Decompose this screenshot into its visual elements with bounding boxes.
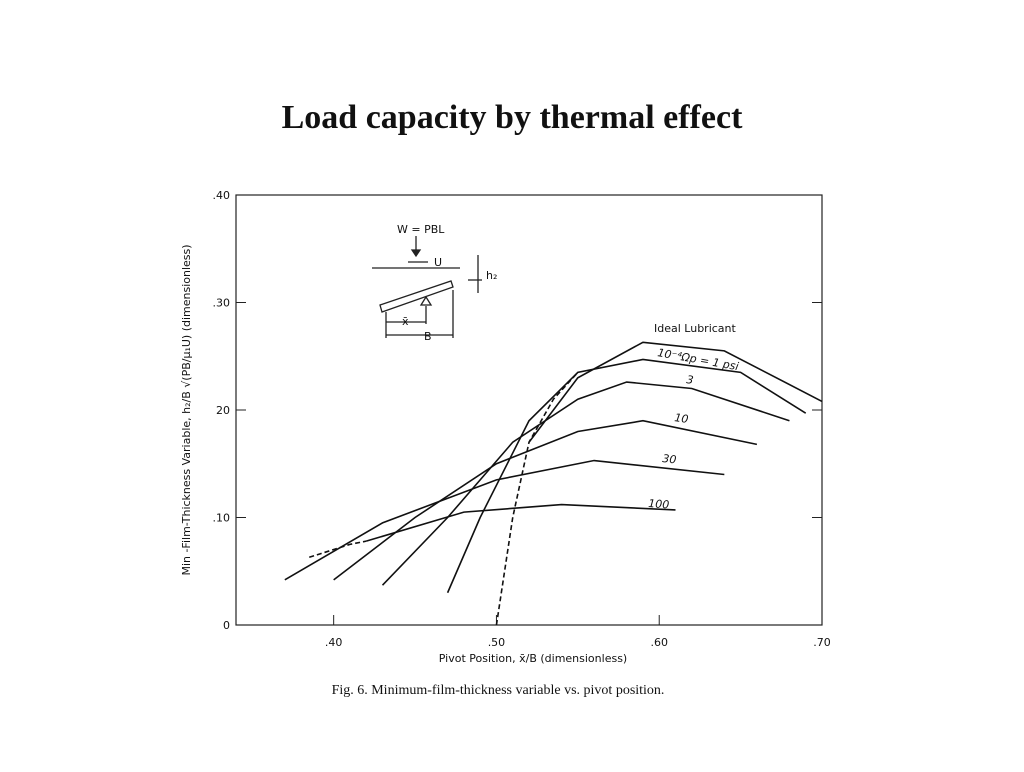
diagram-label: x̄: [402, 315, 409, 328]
pivot: [419, 295, 433, 306]
curve: [333, 419, 758, 581]
arrow-head: [410, 249, 422, 258]
curve-label: Ideal Lubricant: [654, 322, 737, 335]
y-tick-label: 0: [223, 619, 230, 632]
curve-label: 30: [662, 452, 677, 466]
x-tick-label: .70: [813, 636, 831, 649]
plot-frame: [235, 194, 823, 626]
dashed-curve: [495, 371, 579, 626]
inset-diagram: [372, 236, 482, 338]
curve: [528, 341, 823, 443]
y-axis-label: Min -Film-Thickness Variable, h₂/B √(PB/…: [180, 244, 193, 575]
diagram-label: U: [434, 256, 442, 269]
x-tick-label: .50: [488, 636, 506, 649]
curve-label: 10: [674, 411, 690, 426]
x-tick-label: .60: [650, 636, 668, 649]
curve-label: 10⁻⁴Ωp = 1 psi: [656, 346, 739, 373]
caption: Fig. 6. Minimum-film-thickness variable …: [332, 683, 665, 698]
slide-title: Load capacity by thermal effect: [282, 99, 743, 136]
diagram-label: W = PBL: [397, 223, 445, 236]
curve-label: 100: [648, 497, 670, 511]
curve: [446, 358, 807, 594]
y-tick-label: .10: [213, 512, 231, 525]
x-axis-label: Pivot Position, x̄/B (dimensionless): [439, 652, 627, 665]
pad: [379, 280, 454, 313]
curve-label: 3: [686, 373, 695, 387]
diagram-label: h₂: [486, 269, 497, 282]
y-tick-label: 20: [216, 404, 230, 417]
curve: [284, 459, 725, 581]
x-tick-label: .40: [325, 636, 343, 649]
diagram-label: B: [424, 330, 432, 343]
y-tick-label: .40: [213, 189, 231, 202]
curve: [381, 381, 790, 586]
y-tick-label: .30: [213, 297, 231, 310]
dashed-curve: [309, 540, 367, 559]
curve: [365, 503, 676, 542]
